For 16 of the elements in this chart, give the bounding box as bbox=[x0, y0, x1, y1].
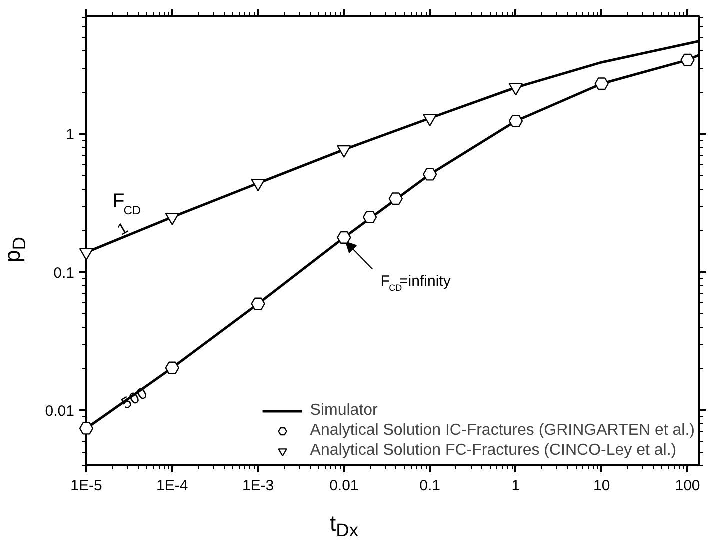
legend-label: Simulator bbox=[310, 402, 378, 420]
y-tick-label: 0.1 bbox=[54, 264, 75, 282]
legend-label: Analytical Solution IC-Fractures (GRINGARTEN et al.) bbox=[310, 422, 695, 440]
x-axis-title: t$_{Dx}$ bbox=[329, 510, 359, 542]
x-tick-label: 1 bbox=[512, 478, 520, 494]
annotation: 1 bbox=[115, 220, 132, 240]
y-tick-label: 1 bbox=[66, 126, 74, 144]
x-tick-label: 0.01 bbox=[330, 478, 359, 494]
x-tick-label: 10 bbox=[594, 478, 610, 494]
x-tick-label: 100 bbox=[675, 478, 700, 494]
y-tick-label: 0.01 bbox=[45, 403, 75, 420]
x-tick-label: 0.1 bbox=[420, 478, 441, 494]
legend-label: Analytical Solution FC-Fractures (CINCO-Ley et al.) bbox=[310, 442, 677, 460]
x-tick-label: 1E-4 bbox=[156, 478, 188, 494]
x-tick-label: 1E-3 bbox=[242, 478, 274, 494]
x-tick-label: 1E-5 bbox=[70, 478, 102, 494]
